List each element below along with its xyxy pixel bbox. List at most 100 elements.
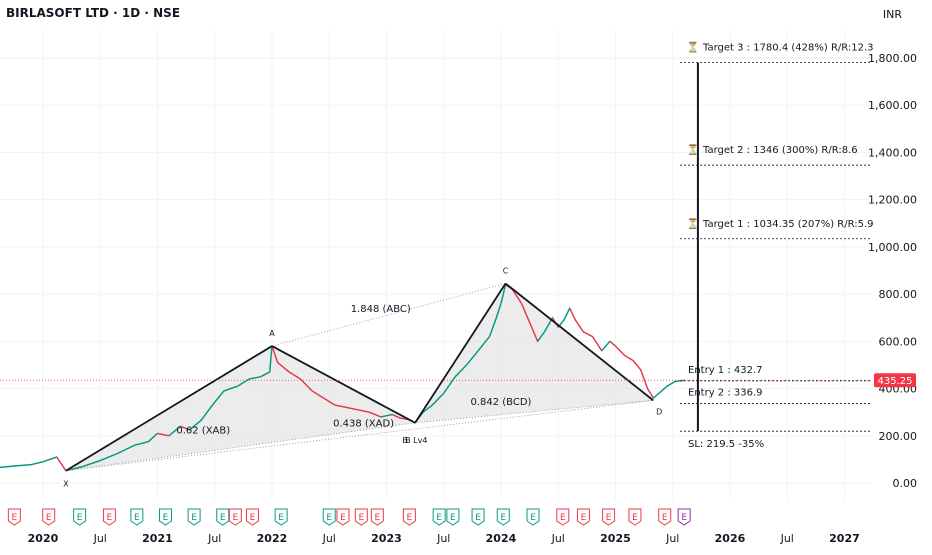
earnings-marker[interactable]: E <box>102 508 116 526</box>
earnings-marker[interactable]: E <box>471 508 485 526</box>
x-tick-label: 2022 <box>257 532 288 545</box>
x-tick-label: 2020 <box>28 532 59 545</box>
earnings-marker[interactable]: E <box>7 508 21 526</box>
x-tick-label: 2027 <box>829 532 860 545</box>
earnings-marker-label: E <box>340 513 346 523</box>
x-tick-label: Jul <box>322 532 336 545</box>
earnings-marker[interactable]: E <box>402 508 416 526</box>
price-segment <box>200 404 213 421</box>
earnings-marker-label: E <box>220 513 226 523</box>
price-segment <box>609 340 616 347</box>
price-segment <box>180 425 190 431</box>
earnings-marker-shape <box>432 508 446 526</box>
pattern-point-label-d: D <box>656 407 662 416</box>
x-tick-label: 2025 <box>600 532 631 545</box>
earnings-marker-shape <box>216 508 230 526</box>
earnings-marker[interactable]: E <box>677 508 691 526</box>
earnings-marker[interactable]: E <box>216 508 230 526</box>
price-segment <box>56 456 67 472</box>
earnings-marker-label: E <box>581 513 587 523</box>
earnings-marker[interactable]: E <box>42 508 56 526</box>
earnings-marker[interactable]: E <box>658 508 672 526</box>
earnings-marker-label: E <box>436 513 442 523</box>
pattern-point-label-x: X <box>63 480 69 489</box>
earnings-marker[interactable]: E <box>130 508 144 526</box>
earnings-marker[interactable]: E <box>576 508 590 526</box>
earnings-marker[interactable]: E <box>246 508 260 526</box>
earnings-marker-shape <box>336 508 350 526</box>
earnings-marker[interactable]: E <box>228 508 242 526</box>
earnings-marker-shape <box>628 508 642 526</box>
earnings-marker[interactable]: E <box>73 508 87 526</box>
price-segment <box>443 376 456 394</box>
earnings-marker[interactable]: E <box>628 508 642 526</box>
price-segment <box>477 336 491 352</box>
earnings-marker-shape <box>402 508 416 526</box>
level-label: SL: 219.5 -35% <box>688 439 764 450</box>
earnings-marker-label: E <box>77 513 83 523</box>
earnings-marker[interactable]: E <box>322 508 336 526</box>
x-tick-label: Jul <box>207 532 221 545</box>
earnings-marker[interactable]: E <box>354 508 368 526</box>
price-segment <box>82 459 101 468</box>
earnings-marker[interactable]: E <box>158 508 172 526</box>
x-tick-label: Jul <box>436 532 450 545</box>
price-segment <box>211 390 225 406</box>
earnings-marker[interactable]: E <box>432 508 446 526</box>
price-segment <box>346 406 358 411</box>
b-level-label: B Lv4 <box>405 436 427 445</box>
earnings-marker-label: E <box>475 513 481 523</box>
earnings-marker-shape <box>187 508 201 526</box>
earnings-marker-shape <box>73 508 87 526</box>
price-segment <box>0 465 15 469</box>
earnings-marker-label: E <box>681 513 687 523</box>
price-segment <box>591 336 603 352</box>
hourglass-icon: ⏳ <box>687 143 699 156</box>
earnings-marker[interactable]: E <box>526 508 540 526</box>
ratio-label: 1.848 (ABC) <box>351 304 411 315</box>
earnings-marker-label: E <box>358 513 364 523</box>
earnings-marker-shape <box>7 508 21 526</box>
hourglass-icon: ⏳ <box>687 217 699 230</box>
price-segment <box>583 331 593 338</box>
price-segment <box>624 354 634 361</box>
earnings-marker[interactable]: E <box>602 508 616 526</box>
y-tick-label: 200.00 <box>879 430 918 443</box>
price-segment <box>288 371 301 380</box>
earnings-marker[interactable]: E <box>274 508 288 526</box>
earnings-marker[interactable]: E <box>370 508 384 526</box>
earnings-marker[interactable]: E <box>496 508 510 526</box>
y-tick-label: 800.00 <box>879 288 918 301</box>
y-tick-label: 600.00 <box>879 335 918 348</box>
price-segment <box>569 307 577 321</box>
price-segment <box>422 404 433 413</box>
earnings-marker-label: E <box>107 513 113 523</box>
earnings-marker-shape <box>354 508 368 526</box>
pattern-point-label-b: B <box>402 436 408 445</box>
earnings-marker-shape <box>496 508 510 526</box>
x-tick-label: Jul <box>665 532 679 545</box>
earnings-marker[interactable]: E <box>446 508 460 526</box>
pattern-leg-ab <box>271 345 416 424</box>
price-segment <box>300 378 313 392</box>
price-segment <box>454 364 468 378</box>
earnings-marker-label: E <box>191 513 197 523</box>
pattern-dotted-line <box>271 283 506 347</box>
price-segment <box>357 409 370 413</box>
price-segment <box>311 390 324 399</box>
earnings-marker[interactable]: E <box>187 508 201 526</box>
earnings-marker-label: E <box>374 513 380 523</box>
price-segment <box>488 317 498 337</box>
earnings-marker[interactable]: E <box>336 508 350 526</box>
earnings-marker-label: E <box>450 513 456 523</box>
x-tick-label: 2023 <box>371 532 402 545</box>
x-tick-label: Jul <box>551 532 565 545</box>
price-segment <box>563 307 571 321</box>
earnings-marker[interactable]: E <box>556 508 570 526</box>
price-segment <box>495 303 502 318</box>
chart-title: BIRLASOFT LTD · 1D · NSE <box>6 6 181 20</box>
price-segment <box>31 461 44 466</box>
price-segment <box>500 284 507 304</box>
